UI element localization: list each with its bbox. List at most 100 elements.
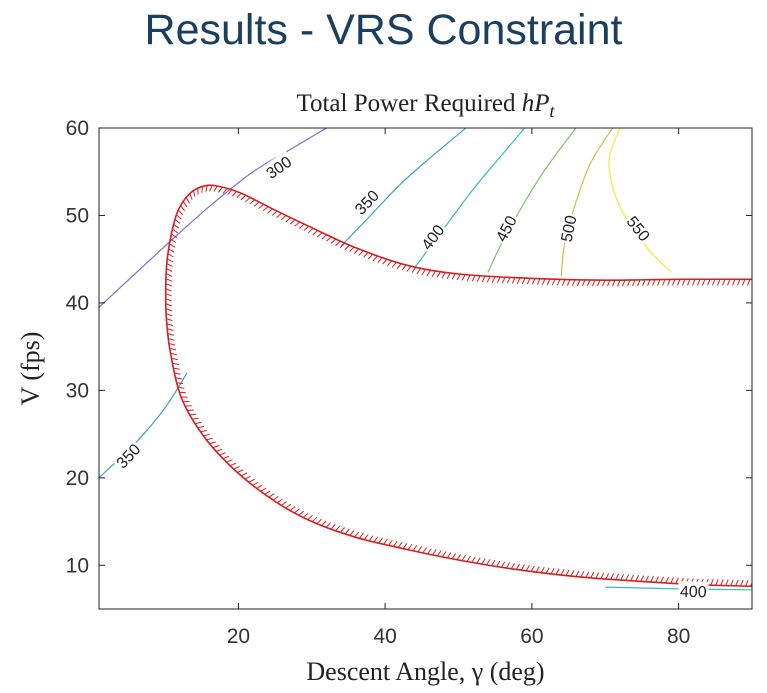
contour-label-500: 500 [559,214,581,244]
vrs-hatch-mark [335,525,341,532]
vrs-hatch-mark [692,279,696,286]
vrs-hatch-mark [665,576,669,584]
vrs-hatch-mark [165,283,172,287]
vrs-hatch-mark [560,569,565,576]
vrs-hatch-mark [325,522,331,528]
vrs-hatch-mark [168,248,175,253]
vrs-hatch-mark [436,550,442,557]
vrs-hatch-mark [353,248,360,254]
vrs-hatch-mark [167,333,175,336]
vrs-hatch-mark [233,465,240,470]
y-tick-label: 50 [66,204,89,227]
vrs-hatch-mark [189,193,193,200]
vrs-hatch-mark [180,205,185,212]
vrs-hatch-mark [496,276,501,284]
vrs-hatch-mark [168,343,176,346]
contour-label-group: 350 [349,184,383,219]
vrs-hatch-mark [456,554,462,560]
vrs-hatch-mark [231,191,237,197]
vrs-hatch-mark [735,579,739,587]
vrs-hatch-mark [253,201,260,207]
vrs-hatch-mark [172,362,179,365]
vrs-hatch-mark [662,279,666,286]
vrs-hatch-mark [707,279,711,286]
vrs-hatch-mark [416,268,422,275]
vrs-hatch-mark [179,391,186,394]
vrs-hatch-mark [192,417,199,420]
vrs-hatch-mark [732,279,736,286]
vrs-hatch-mark [165,313,173,317]
vrs-hatch-mark [171,233,177,239]
vrs-hatch-mark [387,260,392,267]
vrs-hatch-mark [581,279,586,287]
contour-label-background [349,184,383,219]
contour-label-group: 550 [623,210,656,246]
vrs-hatch-mark [166,268,173,272]
vrs-hatch-mark [530,565,535,572]
vrs-hatch-mark [215,448,223,452]
vrs-hatch-mark [697,279,701,286]
contour-line-550 [608,128,672,273]
vrs-hatch-mark [339,527,345,533]
vrs-hatch-mark [354,531,360,538]
vrs-hatch-mark [165,278,173,282]
vrs-hatch-mark [170,238,177,243]
vrs-hatch-mark [446,552,452,559]
vrs-hatch-mark [267,208,273,214]
y-tick-label: 10 [66,554,89,577]
vrs-hatch-mark [471,556,476,563]
vrs-hatch-mark [436,271,441,278]
contour-line-300 [99,128,327,308]
y-tick-label: 30 [66,379,89,402]
vrs-hatch-mark [500,561,506,568]
vrs-hatch-mark [672,279,676,286]
contour-label-group: 450 [490,210,521,246]
vrs-hatch-mark [182,201,188,208]
vrs-hatch-mark [169,243,176,248]
vrs-hatch-mark [212,445,220,449]
vrs-hatch-mark [177,387,185,389]
vrs-hatch-mark [642,279,646,286]
vrs-hatch-mark [725,579,729,586]
vrs-hatch-mark [249,199,256,205]
vrs-hatch-mark [411,267,417,273]
vrs-hatch-mark [185,197,190,204]
vrs-hatch-mark [344,244,350,251]
vrs-hatch-mark [481,558,486,565]
vrs-hatch-mark [302,512,309,518]
axis-ticks: 20 40 60 80 10 20 30 40 50 60 [66,117,752,648]
vrs-hatch-mark [677,279,681,286]
contour-label-background [260,150,296,183]
vrs-hatch-mark [330,524,336,530]
vrs-hatch-mark [422,547,427,554]
vrs-hatch-mark [264,490,271,495]
vrs-hatch-mark [349,530,355,536]
plot-frame [98,127,753,610]
vrs-hatch-mark [358,250,364,256]
vrs-hatch-mark [209,185,213,192]
vrs-hatch-mark [535,566,540,573]
vrs-hatch-mark [456,273,461,281]
contour-label-400: 400 [419,222,449,254]
vrs-hatch-mark [737,279,741,286]
chart-title-text: Total Power Required [296,90,521,117]
vrs-hatch-mark [372,255,378,262]
contour-line-350 [340,128,467,247]
vrs-hatch-mark [546,278,551,286]
vrs-hatch-mark [476,557,481,564]
vrs-hatch-mark [218,186,223,193]
vrs-hatch-mark [173,367,180,370]
vrs-hatch-mark [307,227,314,234]
vrs-hatch-mark [170,352,178,356]
x-axis-title: Descent Angle, γ (deg) [306,657,544,686]
vrs-hatch-mark [175,377,182,380]
vrs-hatch-mark [194,421,202,425]
vrs-hatch-mark [501,276,506,284]
vrs-hatch-mark [607,280,611,287]
vrs-hatch-mark [596,279,601,287]
vrs-hatch-mark [165,288,172,292]
vrs-hatch-mark [637,279,641,287]
vrs-hatch-mark [432,549,437,556]
contour-label-350: 350 [114,441,145,472]
